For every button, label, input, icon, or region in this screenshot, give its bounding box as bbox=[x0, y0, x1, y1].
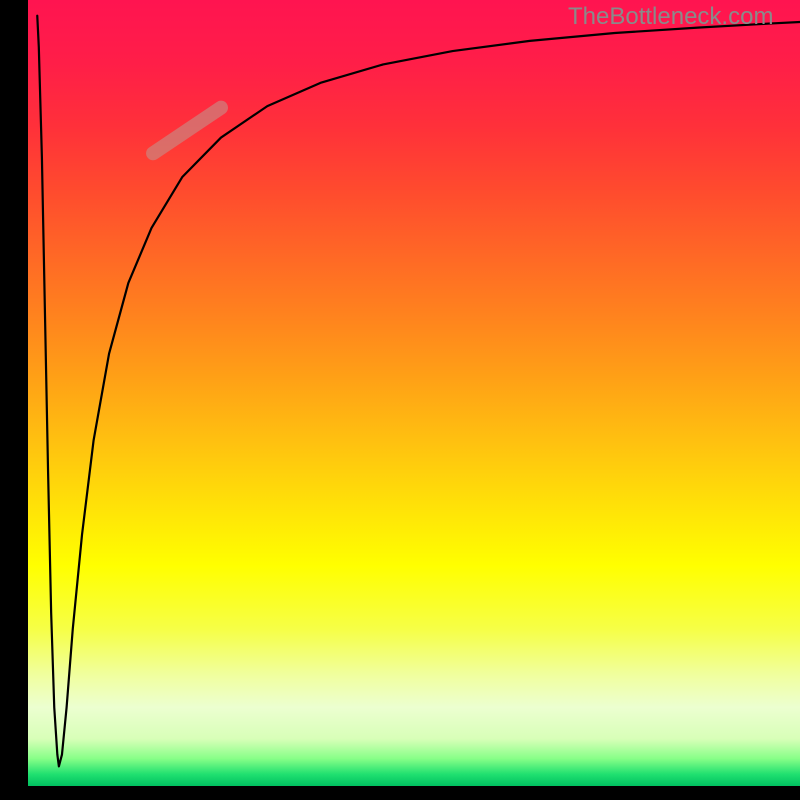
main-curve bbox=[37, 16, 800, 767]
y-axis bbox=[0, 0, 28, 786]
curve-svg bbox=[28, 0, 800, 786]
plot-area bbox=[28, 0, 800, 786]
x-axis bbox=[0, 786, 800, 800]
chart-stage: TheBottleneck.com bbox=[0, 0, 800, 800]
watermark-text: TheBottleneck.com bbox=[568, 3, 773, 31]
